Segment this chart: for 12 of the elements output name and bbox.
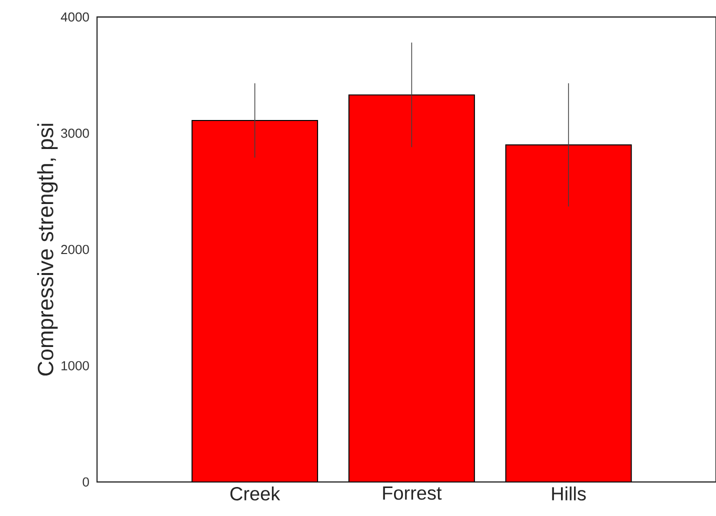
x-tick-label: Hills	[552, 486, 586, 500]
y-axis-title: Compressive strength, psi	[37, 124, 58, 376]
y-tick-label: 3000	[61, 128, 89, 138]
y-tick-label: 0	[82, 477, 89, 487]
bar	[505, 144, 632, 482]
x-tick-label: Creek	[230, 486, 280, 500]
y-tick-label: 4000	[60, 12, 89, 22]
x-tick-label: Forrest	[383, 486, 442, 500]
bar	[348, 94, 474, 482]
y-tick-label: 2000	[61, 244, 89, 254]
bar	[192, 120, 318, 482]
y-tick-label: 1000	[62, 361, 89, 370]
